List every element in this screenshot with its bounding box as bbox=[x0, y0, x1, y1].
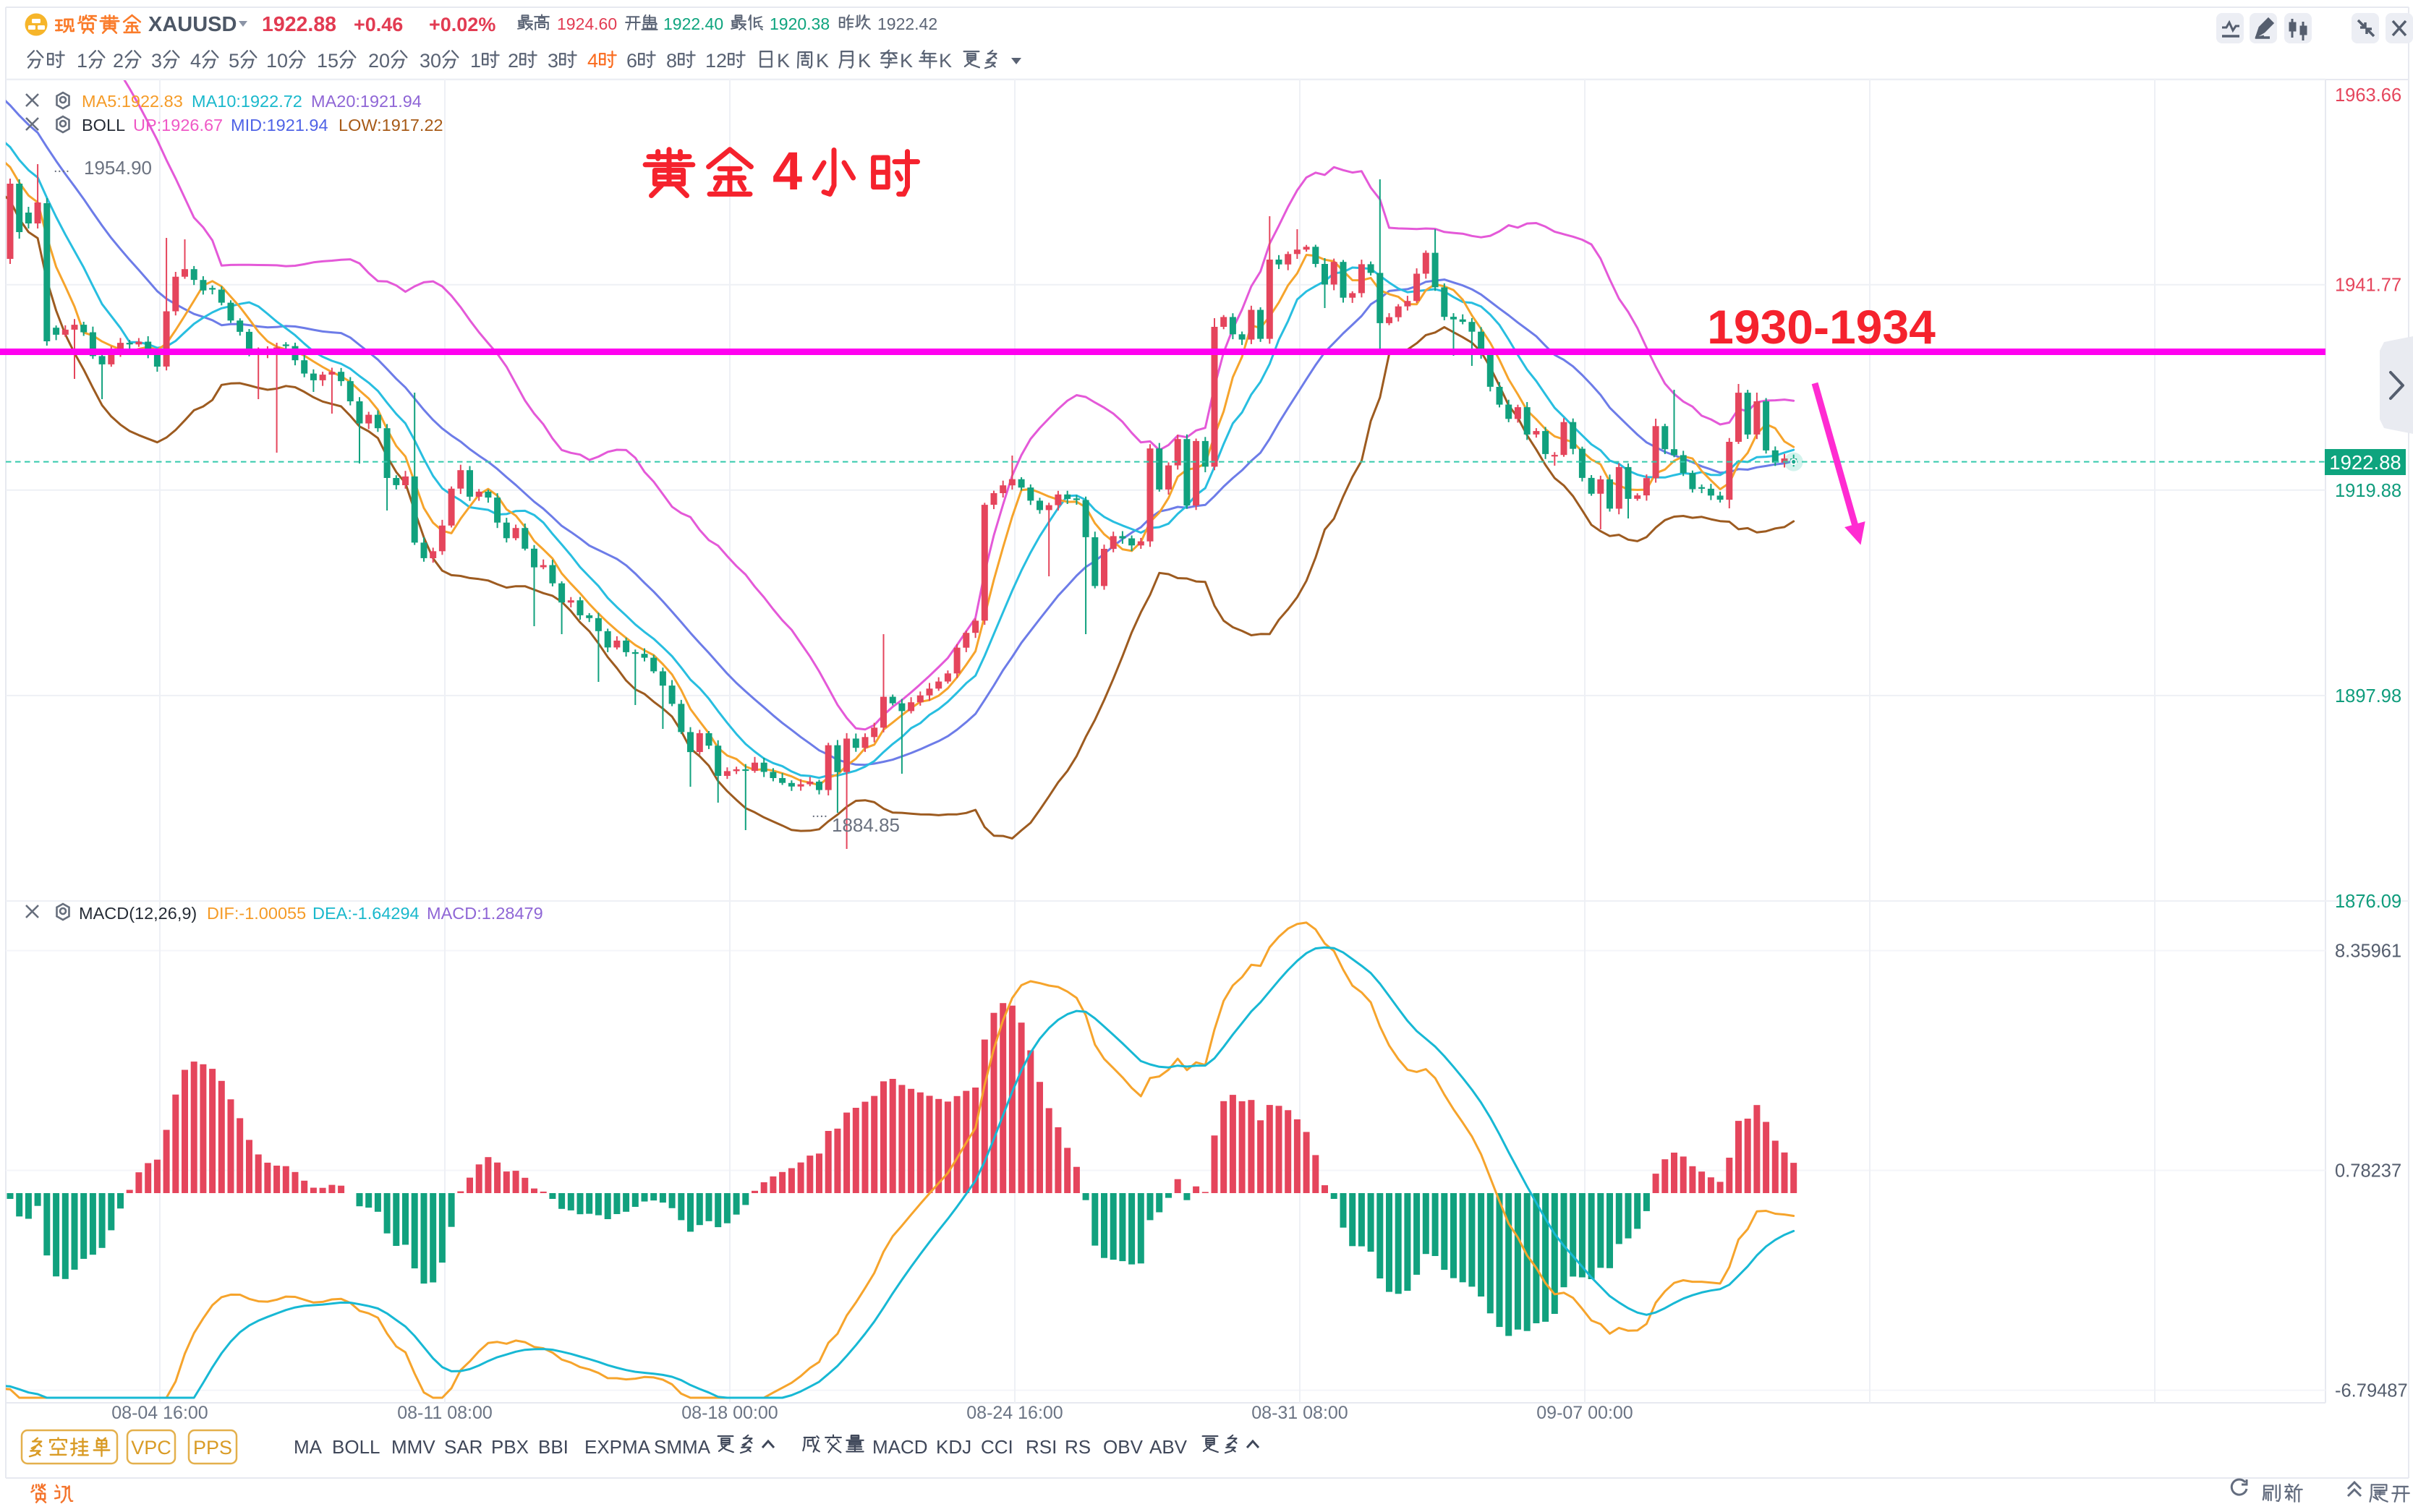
svg-text:UP:1926.67: UP:1926.67 bbox=[133, 116, 223, 134]
svg-text:VPC: VPC bbox=[131, 1437, 171, 1458]
svg-text:LOW:1917.22: LOW:1917.22 bbox=[339, 116, 443, 134]
svg-text:3: 3 bbox=[151, 50, 162, 72]
svg-text:1919.88: 1919.88 bbox=[2335, 481, 2401, 501]
svg-text:BBI: BBI bbox=[538, 1436, 569, 1458]
svg-text:3: 3 bbox=[420, 50, 430, 72]
svg-text:CCI: CCI bbox=[981, 1436, 1013, 1458]
svg-text:5: 5 bbox=[328, 50, 339, 72]
svg-text:1: 1 bbox=[705, 50, 716, 72]
svg-text:4: 4 bbox=[587, 50, 598, 72]
svg-text:KDJ: KDJ bbox=[936, 1436, 971, 1458]
svg-text:BOLL: BOLL bbox=[332, 1436, 380, 1458]
svg-text:....: .... bbox=[812, 805, 827, 821]
svg-text:PBX: PBX bbox=[491, 1436, 529, 1458]
svg-text:8: 8 bbox=[666, 50, 677, 72]
svg-text:0: 0 bbox=[379, 50, 390, 72]
svg-text:0.78237: 0.78237 bbox=[2335, 1161, 2401, 1182]
svg-text:MA: MA bbox=[294, 1436, 323, 1458]
svg-text:OBV: OBV bbox=[1103, 1436, 1144, 1458]
svg-text:1963.66: 1963.66 bbox=[2335, 85, 2401, 106]
svg-text:4: 4 bbox=[773, 141, 802, 201]
svg-text:1941.77: 1941.77 bbox=[2335, 276, 2401, 296]
svg-text:08-31 08:00: 08-31 08:00 bbox=[1251, 1403, 1348, 1423]
svg-text:MACD: MACD bbox=[872, 1436, 928, 1458]
svg-text:2: 2 bbox=[368, 50, 379, 72]
svg-text:K: K bbox=[939, 50, 952, 72]
svg-text:RSI: RSI bbox=[1026, 1436, 1057, 1458]
svg-text:08-18 00:00: 08-18 00:00 bbox=[681, 1403, 778, 1423]
svg-text:1924.60: 1924.60 bbox=[557, 14, 617, 33]
svg-text:+0.02%: +0.02% bbox=[429, 14, 495, 35]
svg-text:1: 1 bbox=[470, 50, 481, 72]
svg-text:1922.88: 1922.88 bbox=[262, 13, 336, 36]
svg-text:K: K bbox=[900, 50, 913, 72]
svg-text:1922.40: 1922.40 bbox=[663, 14, 723, 33]
svg-text:ABV: ABV bbox=[1149, 1436, 1188, 1458]
svg-text:1930-1934: 1930-1934 bbox=[1707, 300, 1936, 354]
svg-text:0: 0 bbox=[277, 50, 288, 72]
svg-text:SAR: SAR bbox=[444, 1436, 482, 1458]
svg-text:EXPMA: EXPMA bbox=[584, 1436, 651, 1458]
svg-text:4: 4 bbox=[190, 50, 201, 72]
svg-text:2: 2 bbox=[113, 50, 124, 72]
svg-text:1884.85: 1884.85 bbox=[832, 814, 900, 836]
svg-text:09-07 00:00: 09-07 00:00 bbox=[1536, 1403, 1633, 1423]
svg-text:0: 0 bbox=[430, 50, 441, 72]
svg-text:MMV: MMV bbox=[391, 1436, 435, 1458]
svg-text:8.35961: 8.35961 bbox=[2335, 941, 2401, 962]
svg-text:5: 5 bbox=[229, 50, 239, 72]
svg-text:K: K bbox=[816, 50, 829, 72]
svg-text:1920.38: 1920.38 bbox=[770, 14, 830, 33]
svg-text:MA10:1922.72: MA10:1922.72 bbox=[192, 92, 302, 111]
svg-text:MACD:1.28479: MACD:1.28479 bbox=[427, 904, 543, 923]
svg-text:DEA:-1.64294: DEA:-1.64294 bbox=[312, 904, 420, 923]
svg-text:08-24 16:00: 08-24 16:00 bbox=[966, 1403, 1063, 1423]
svg-text:1922.88: 1922.88 bbox=[2329, 451, 2401, 474]
svg-text:+0.46: +0.46 bbox=[354, 14, 403, 35]
svg-text:SMMA: SMMA bbox=[654, 1436, 711, 1458]
svg-text:DIF:-1.00055: DIF:-1.00055 bbox=[207, 904, 306, 923]
svg-text:1876.09: 1876.09 bbox=[2335, 892, 2401, 912]
svg-text:....: .... bbox=[54, 160, 69, 176]
svg-text:2: 2 bbox=[716, 50, 727, 72]
svg-text:2: 2 bbox=[508, 50, 519, 72]
svg-text:08-11 08:00: 08-11 08:00 bbox=[397, 1403, 493, 1423]
svg-text:1: 1 bbox=[266, 50, 277, 72]
svg-text:1897.98: 1897.98 bbox=[2335, 686, 2401, 706]
svg-text:XAUUSD: XAUUSD bbox=[148, 13, 237, 36]
svg-text:1922.42: 1922.42 bbox=[877, 14, 937, 33]
svg-text:1: 1 bbox=[317, 50, 328, 72]
svg-text:6: 6 bbox=[626, 50, 637, 72]
svg-text:MID:1921.94: MID:1921.94 bbox=[231, 116, 328, 134]
svg-text:1: 1 bbox=[77, 50, 88, 72]
svg-text:RS: RS bbox=[1065, 1436, 1091, 1458]
svg-text:1954.90: 1954.90 bbox=[84, 157, 152, 179]
svg-text:BOLL: BOLL bbox=[82, 116, 125, 134]
svg-text:3: 3 bbox=[548, 50, 558, 72]
svg-text:MA20:1921.94: MA20:1921.94 bbox=[311, 92, 422, 111]
svg-text:08-04 16:00: 08-04 16:00 bbox=[111, 1403, 208, 1423]
svg-text:-6.79487: -6.79487 bbox=[2335, 1381, 2408, 1401]
svg-text:MACD(12,26,9): MACD(12,26,9) bbox=[79, 904, 197, 923]
svg-text:K: K bbox=[777, 50, 790, 72]
svg-text:PPS: PPS bbox=[193, 1437, 232, 1458]
svg-text:K: K bbox=[858, 50, 871, 72]
svg-text:MA5:1922.83: MA5:1922.83 bbox=[82, 92, 183, 111]
